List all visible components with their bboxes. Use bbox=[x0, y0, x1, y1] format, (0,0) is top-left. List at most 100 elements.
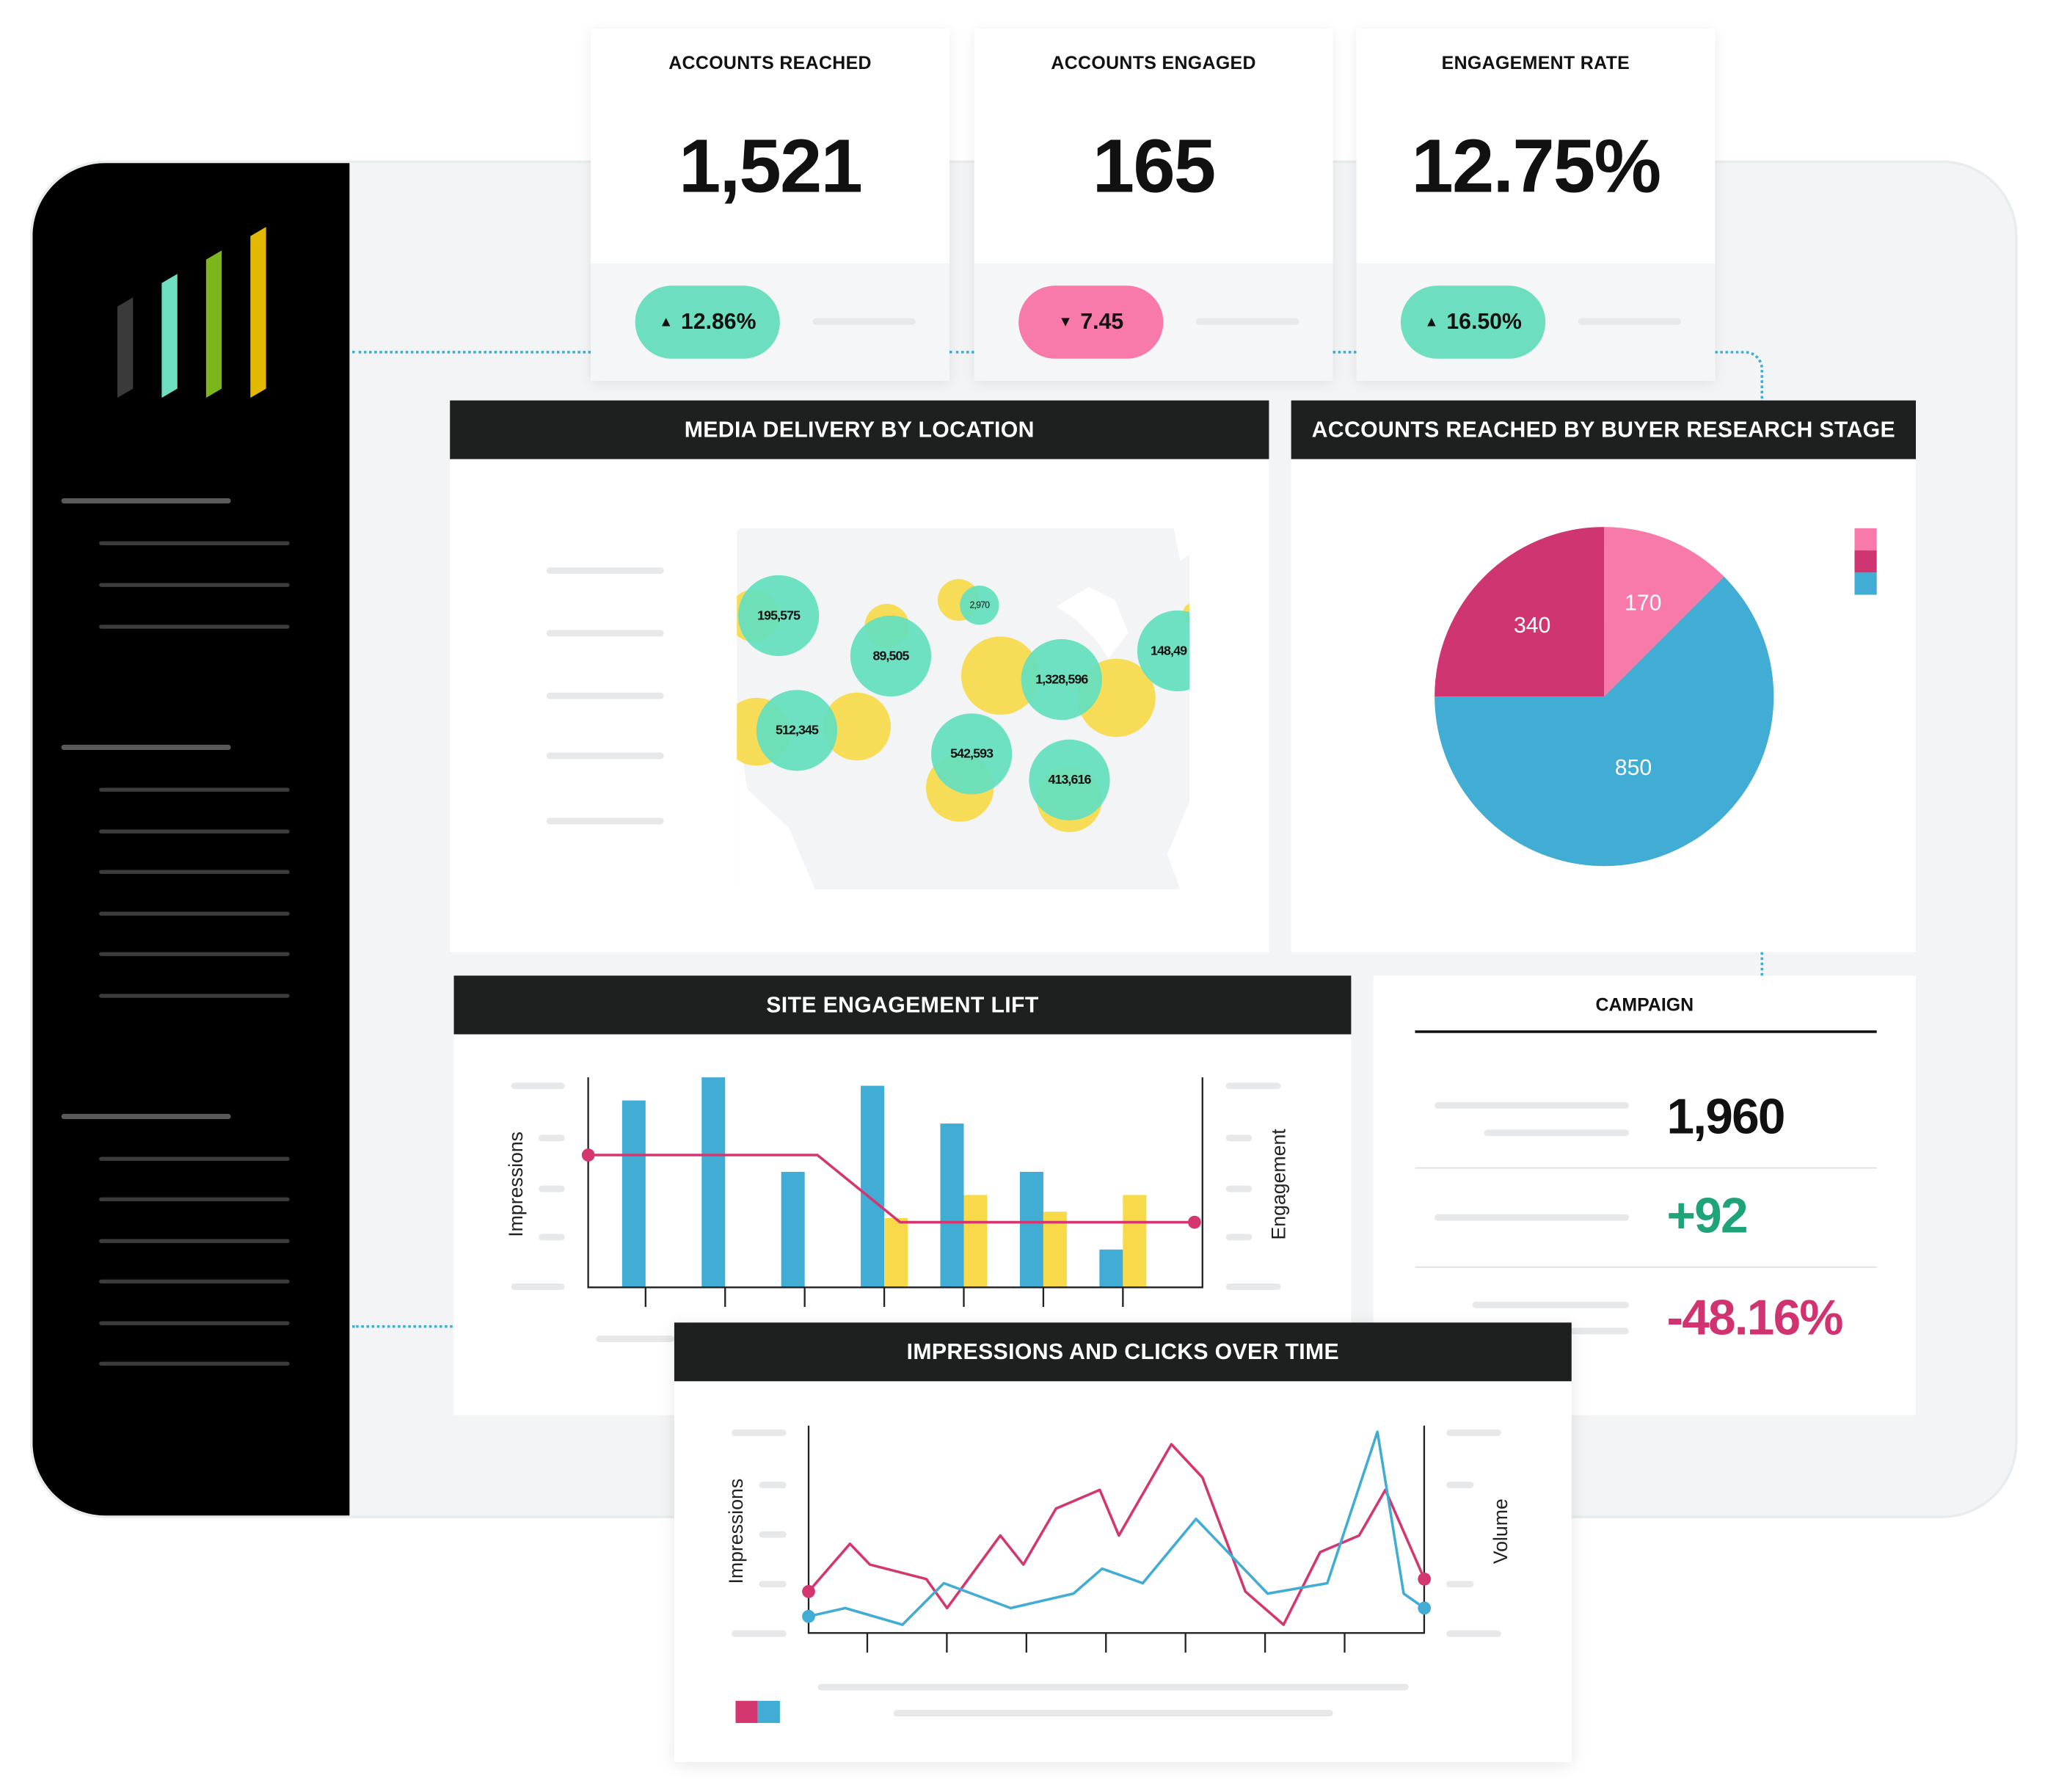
map-bubble[interactable]: 542,593 bbox=[931, 713, 1013, 795]
axis-tick-placeholder bbox=[732, 1429, 787, 1436]
placeholder-line bbox=[1195, 318, 1299, 325]
axis-tick-placeholder bbox=[1225, 1134, 1253, 1142]
sidebar-item[interactable] bbox=[99, 1239, 290, 1243]
sidebar-item[interactable] bbox=[99, 911, 290, 916]
panel-title: IMPRESSIONS AND CLICKS OVER TIME bbox=[674, 1322, 1572, 1382]
bubble-label: 2,970 bbox=[969, 600, 990, 610]
map-bubble[interactable]: 1,328,596 bbox=[1021, 638, 1102, 721]
axis-tick-placeholder bbox=[1225, 1082, 1281, 1090]
map-bubble[interactable]: 413,616 bbox=[1029, 739, 1110, 820]
axis-tick-placeholder bbox=[511, 1082, 565, 1090]
change-badge: ▼ 7.45 bbox=[1018, 285, 1164, 359]
bubble-label: 1,328,596 bbox=[1035, 672, 1088, 687]
axis-tick-placeholder bbox=[1225, 1234, 1253, 1241]
sidebar-item[interactable] bbox=[99, 994, 290, 998]
sidebar-item[interactable] bbox=[99, 870, 290, 874]
panel-title: MEDIA DELIVERY BY LOCATION bbox=[450, 400, 1269, 459]
axis-tick-placeholder bbox=[1446, 1482, 1474, 1489]
kpi-title: ACCOUNTS REACHED bbox=[668, 52, 872, 73]
sidebar-item[interactable] bbox=[99, 829, 290, 834]
change-value: 12.86% bbox=[680, 309, 757, 335]
axis-tick-placeholder bbox=[511, 1283, 565, 1290]
pie-slice bbox=[1604, 527, 1724, 697]
panel-title: ACCOUNTS REACHED BY BUYER RESEARCH STAGE bbox=[1291, 400, 1917, 459]
bubble-label: 542,593 bbox=[950, 746, 994, 762]
divider bbox=[1415, 1266, 1877, 1268]
axis-tick-placeholder bbox=[539, 1234, 565, 1241]
kpi-card: ACCOUNTS REACHED 1,521 ▲ 12.86% bbox=[591, 29, 949, 382]
placeholder-line bbox=[1435, 1101, 1629, 1109]
sidebar-item[interactable] bbox=[99, 1321, 290, 1325]
pie-slice-label: 170 bbox=[1625, 591, 1661, 616]
series-line-impressions bbox=[807, 1443, 1426, 1626]
pie-slice bbox=[1435, 527, 1605, 697]
bar-impressions bbox=[781, 1171, 805, 1288]
bar-impressions bbox=[861, 1085, 885, 1288]
sidebar-section-header[interactable] bbox=[61, 1113, 231, 1120]
axes bbox=[807, 1425, 1426, 1634]
placeholder-line bbox=[1578, 318, 1682, 325]
placeholder-line bbox=[1472, 1301, 1629, 1308]
axis-tick-placeholder bbox=[1446, 1630, 1501, 1637]
campaign-percent: -48.16% bbox=[1666, 1291, 1844, 1347]
change-badge: ▲ 12.86% bbox=[635, 285, 780, 359]
change-badge: ▲ 16.50% bbox=[1400, 285, 1546, 359]
connector bbox=[1333, 351, 1357, 354]
line-endpoint bbox=[1418, 1572, 1432, 1586]
arrow-up-icon: ▲ bbox=[1424, 314, 1439, 330]
campaign-change: +92 bbox=[1666, 1189, 1749, 1245]
media-delivery-panel: MEDIA DELIVERY BY LOCATION 195,575 89,505… bbox=[450, 400, 1269, 953]
sidebar-item[interactable] bbox=[99, 1157, 290, 1161]
kpi-value: 12.75% bbox=[1411, 123, 1661, 209]
connector bbox=[949, 351, 974, 354]
line-endpoint bbox=[802, 1609, 815, 1623]
sidebar-section-header[interactable] bbox=[61, 498, 231, 504]
legend-swatch bbox=[1854, 550, 1877, 573]
legend-swatch bbox=[1854, 572, 1877, 595]
sidebar-item[interactable] bbox=[99, 1361, 290, 1366]
sidebar-section-header[interactable] bbox=[61, 744, 231, 751]
bar-impressions bbox=[940, 1123, 964, 1288]
arrow-up-icon: ▲ bbox=[658, 314, 674, 330]
connector bbox=[351, 351, 591, 354]
line-endpoint bbox=[1418, 1601, 1432, 1615]
sidebar-item[interactable] bbox=[99, 787, 290, 792]
legend-swatch bbox=[735, 1700, 758, 1723]
placeholder-line bbox=[1435, 1214, 1629, 1221]
placeholder-line bbox=[1484, 1129, 1629, 1137]
axis-tick-placeholder bbox=[1225, 1185, 1253, 1192]
bubble-label: 512,345 bbox=[775, 723, 819, 738]
sidebar-item[interactable] bbox=[99, 583, 290, 587]
pie-slice-label: 340 bbox=[1514, 613, 1550, 638]
kpi-value: 1,521 bbox=[678, 123, 863, 209]
bubble-label: 148,49 bbox=[1151, 644, 1187, 658]
sidebar-item[interactable] bbox=[99, 541, 290, 545]
sidebar-item[interactable] bbox=[99, 624, 290, 629]
bar-engagement bbox=[1123, 1195, 1147, 1288]
us-map[interactable]: 195,575 89,505 2,970 1,328,596 148,49 512,345… bbox=[737, 528, 1189, 890]
bubble-label: 413,616 bbox=[1048, 773, 1091, 787]
engagement-line bbox=[588, 1154, 1195, 1224]
pie-slice-label: 850 bbox=[1615, 756, 1652, 780]
line-endpoint bbox=[1188, 1215, 1201, 1229]
series-line-clicks bbox=[808, 1430, 1426, 1626]
map-bubble[interactable]: 89,505 bbox=[850, 615, 932, 697]
campaign-title: CAMPAIGN bbox=[1595, 994, 1694, 1015]
legend-swatch bbox=[757, 1700, 780, 1723]
sidebar-item[interactable] bbox=[99, 1197, 290, 1201]
sidebar-item[interactable] bbox=[99, 952, 290, 956]
map-bubble[interactable]: 195,575 bbox=[738, 575, 820, 657]
sidebar-item[interactable] bbox=[99, 1279, 290, 1283]
placeholder-line bbox=[812, 318, 916, 325]
pie-slice bbox=[1435, 576, 1774, 867]
bubble-label: 195,575 bbox=[757, 608, 801, 623]
map-bubble[interactable]: 512,345 bbox=[756, 690, 838, 771]
line-endpoint bbox=[802, 1584, 815, 1598]
bar-engagement bbox=[884, 1217, 908, 1288]
bar-impressions bbox=[701, 1077, 726, 1288]
legend-swatch bbox=[1854, 528, 1877, 551]
placeholder-line bbox=[817, 1683, 1409, 1691]
kpi-title: ACCOUNTS ENGAGED bbox=[1051, 52, 1256, 73]
map-bubble[interactable]: 2,970 bbox=[960, 586, 999, 625]
